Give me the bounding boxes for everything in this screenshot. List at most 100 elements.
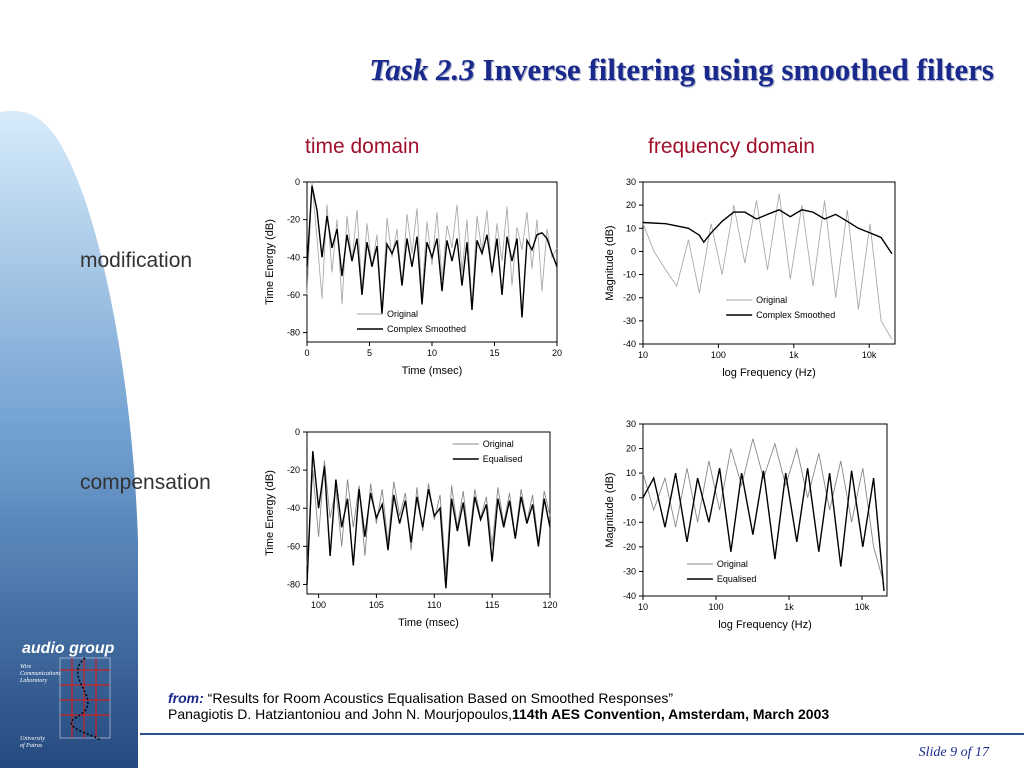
x-tick-label: 115 [485, 600, 499, 610]
x-axis-label: Time (msec) [398, 617, 459, 629]
column-heading-frequency: frequency domain [648, 135, 815, 158]
series-line-equalised [642, 468, 885, 592]
y-tick-label: -40 [623, 591, 636, 601]
x-axis-label: log Frequency (Hz) [718, 619, 812, 631]
y-axis-label: Time Energy (dB) [264, 470, 276, 556]
legend-label: Original [483, 439, 514, 449]
logo-univ-line-1: University [20, 736, 45, 742]
plot-frame [306, 431, 551, 595]
x-tick-label: 10k [855, 602, 870, 612]
y-tick-label: 10 [626, 468, 636, 478]
y-tick-label: -60 [287, 541, 300, 551]
x-tick-label: 10 [638, 602, 648, 612]
y-tick-label: 20 [626, 200, 636, 210]
y-tick-label: -40 [623, 339, 636, 349]
x-tick-label: 120 [542, 600, 557, 610]
slide-title-task: Task 2.3 [369, 52, 475, 87]
x-axis-label: log Frequency (Hz) [722, 367, 816, 379]
row-label-compensation: compensation [80, 471, 211, 494]
y-tick-label: 30 [626, 177, 636, 187]
x-tick-label: 105 [369, 600, 384, 610]
x-tick-label: 1k [784, 602, 794, 612]
x-tick-label: 100 [311, 600, 326, 610]
legend-label: Complex Smoothed [387, 324, 466, 334]
y-tick-label: 10 [626, 223, 636, 233]
series-line-original [642, 438, 885, 584]
y-tick-label: 0 [295, 427, 300, 437]
legend-label: Equalised [483, 454, 523, 464]
y-tick-label: 0 [631, 246, 636, 256]
citation: from: “Results for Room Acoustics Equali… [168, 690, 829, 722]
x-tick-label: 110 [427, 600, 441, 610]
y-tick-label: -80 [287, 328, 300, 338]
citation-conference: 114th AES Convention, Amsterdam, March 2… [511, 706, 830, 722]
y-tick-label: -20 [623, 293, 636, 303]
y-tick-label: -20 [287, 465, 300, 475]
x-tick-label: 10k [862, 350, 877, 360]
citation-authors: Panagiotis D. Hatziantoniou and John N. … [168, 706, 512, 722]
legend-label: Equalised [717, 574, 757, 584]
slide-title-main: Inverse filtering using smoothed filters [482, 52, 994, 87]
y-tick-label: 30 [626, 419, 636, 429]
y-tick-label: 20 [626, 444, 636, 454]
y-axis-label: Magnitude (dB) [604, 225, 616, 300]
chart-modification-time: 0 -20 -40 -60 -80 0 5 10 15 20 Time (msec) Time Ene… [264, 177, 562, 377]
logo-univ: University of Patras [20, 736, 45, 750]
y-tick-label: -40 [287, 503, 300, 513]
logo-lab: Wire Communications Laboratory [20, 664, 61, 685]
logo-wave [70, 657, 101, 741]
sidebar-decoration [0, 110, 138, 768]
x-tick-label: 20 [552, 348, 562, 358]
x-axis-label: Time (msec) [402, 365, 463, 377]
footer-divider [140, 733, 1024, 735]
series-line-original [642, 193, 893, 340]
x-tick-label: 10 [638, 350, 648, 360]
y-tick-label: -20 [287, 215, 300, 225]
x-tick-label: 100 [708, 602, 723, 612]
logo-lab-line-1: Wire [20, 664, 32, 670]
logo-lab-line-3: Laboratory [20, 678, 48, 684]
y-tick-label: -20 [623, 542, 636, 552]
y-tick-label: -30 [623, 566, 636, 576]
y-tick-label: 0 [295, 177, 300, 187]
legend-label: Complex Smoothed [756, 310, 835, 320]
x-tick-label: 100 [711, 350, 726, 360]
x-tick-label: 15 [489, 348, 499, 358]
plot-frame [642, 423, 888, 597]
y-tick-label: -10 [623, 517, 636, 527]
slide-title: Task 2.3 Inverse filtering using smoothe… [369, 52, 994, 88]
citation-line-1: from: “Results for Room Acoustics Equali… [168, 690, 829, 706]
logo-grid [60, 658, 110, 738]
series-line-equalised [306, 451, 551, 589]
citation-from: from: [168, 690, 204, 706]
y-tick-label: 0 [631, 493, 636, 503]
citation-line-2: Panagiotis D. Hatziantoniou and John N. … [168, 706, 829, 722]
x-tick-label: 10 [427, 348, 437, 358]
legend-label: Original [717, 559, 748, 569]
audio-group-logo [59, 657, 111, 741]
chart-compensation-time: 0 -20 -40 -60 -80 100 105 110 115 120 Time (msec) T… [264, 427, 558, 629]
y-tick-label: -40 [287, 252, 300, 262]
y-tick-label: -80 [287, 579, 300, 589]
series-line-original [306, 460, 551, 575]
x-tick-label: 5 [367, 348, 372, 358]
x-tick-label: 1k [789, 350, 799, 360]
column-heading-time: time domain [305, 135, 420, 158]
logo-lab-line-2: Communications [20, 671, 61, 677]
series-line-complex-smoothed [642, 209, 893, 255]
legend-label: Original [756, 295, 787, 305]
slide-number: Slide 9 of 17 [918, 745, 989, 760]
citation-quote: “Results for Room Acoustics Equalisation… [207, 690, 674, 706]
legend-label: Original [387, 309, 418, 319]
series-line-complex-smoothed [306, 185, 558, 318]
logo-univ-line-2: of Patras [20, 743, 43, 749]
y-axis-label: Time Energy (dB) [264, 219, 276, 305]
row-label-modification: modification [80, 249, 193, 272]
y-axis-label: Magnitude (dB) [604, 472, 616, 547]
y-tick-label: -30 [623, 316, 636, 326]
y-tick-label: -10 [623, 270, 636, 280]
logo-name: audio group [22, 640, 115, 657]
x-tick-label: 0 [304, 348, 309, 358]
